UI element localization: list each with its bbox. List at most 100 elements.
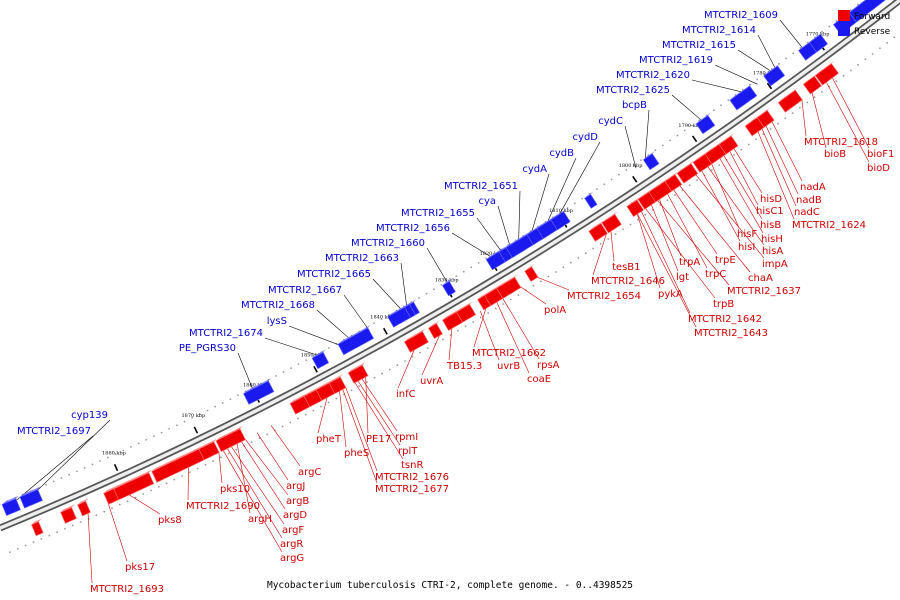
gene-label-mtctri2-1618[interactable]: MTCTRI2_1618 [804,137,878,148]
gene-label-cyda[interactable]: cydA [522,164,547,175]
gene-label-uvrb[interactable]: uvrB [497,361,520,372]
gene-label-argb[interactable]: argB [286,496,309,507]
gene-label-bcpb[interactable]: bcpB [622,100,647,111]
gene-label-pe17[interactable]: PE17 [366,434,391,445]
gene-label-mtctri2-1614[interactable]: MTCTRI2_1614 [682,25,756,36]
gene-label-argh[interactable]: argH [248,514,272,525]
forward-feature-block [456,303,477,323]
gene-label-pe-pgrs30[interactable]: PE_PGRS30 [179,343,236,354]
track-dot [502,303,505,305]
track-dot [879,47,881,50]
gene-label-biof1[interactable]: bioF1 [867,149,894,160]
track-dot [433,288,435,291]
gene-label-mtctri2-1656[interactable]: MTCTRI2_1656 [376,223,450,234]
gene-label-mtctri2-1668[interactable]: MTCTRI2_1668 [241,300,315,311]
track-dot [282,371,285,373]
gene-label-tesb1[interactable]: tesB1 [612,262,641,273]
gene-label-mtctri2-1624[interactable]: MTCTRI2_1624 [792,220,866,231]
gene-label-rpmi[interactable]: rpmI [395,432,418,443]
gene-label-mtctri2-1693[interactable]: MTCTRI2_1693 [90,584,164,595]
gene-label-mtctri2-1662[interactable]: MTCTRI2_1662 [472,348,546,359]
gene-label-mtctri2-1642[interactable]: MTCTRI2_1642 [688,314,762,325]
gene-label-cydb[interactable]: cydB [549,148,574,159]
gene-label-lgt[interactable]: lgt [676,272,689,283]
gene-label-biod[interactable]: bioD [867,163,890,174]
gene-label-mtctri2-1697[interactable]: MTCTRI2_1697 [17,426,91,437]
gene-label-mtctri2-1651[interactable]: MTCTRI2_1651 [444,181,518,192]
gene-label-hisa[interactable]: hisA [762,246,783,257]
leader-line [556,141,601,220]
gene-label-nadc[interactable]: nadC [794,207,820,218]
gene-label-mtctri2-1654[interactable]: MTCTRI2_1654 [567,291,641,302]
gene-label-mtctri2-1655[interactable]: MTCTRI2_1655 [401,208,475,219]
gene-label-mtctri2-1643[interactable]: MTCTRI2_1643 [694,328,768,339]
gene-label-mtctri2-1674[interactable]: MTCTRI2_1674 [189,328,263,339]
tick-label: 1820 kbp [480,251,504,257]
gene-label-mtctri2-1637[interactable]: MTCTRI2_1637 [727,286,801,297]
gene-label-rplt[interactable]: rplT [398,446,418,457]
gene-label-mtctri2-1663[interactable]: MTCTRI2_1663 [325,253,399,264]
gene-label-mtctri2-1646[interactable]: MTCTRI2_1646 [591,276,665,287]
gene-label-trpc[interactable]: trpC [705,269,726,280]
gene-label-tsnr[interactable]: tsnR [401,460,423,471]
gene-label-mtctri2-1665[interactable]: MTCTRI2_1665 [297,269,371,280]
gene-label-mtctri2-1667[interactable]: MTCTRI2_1667 [268,285,342,296]
gene-label-infc[interactable]: infC [396,389,416,400]
gene-label-hisb[interactable]: hisB [760,220,781,231]
gene-label-hisd[interactable]: hisD [760,194,782,205]
gene-label-hisf[interactable]: hisF [737,229,757,240]
gene-label-mtctri2-1677[interactable]: MTCTRI2_1677 [375,484,449,495]
track-dot [547,275,550,278]
gene-label-mtctri2-1690[interactable]: MTCTRI2_1690 [186,501,260,512]
forward-feature-block-face [442,309,460,321]
gene-label-pks8[interactable]: pks8 [158,515,182,526]
gene-label-trpa[interactable]: trpA [679,257,700,268]
gene-label-hish[interactable]: hisH [761,234,783,245]
forward-feature-block [524,266,539,282]
track-dot [573,202,576,205]
gene-label-impa[interactable]: impA [762,259,788,270]
gene-label-mtctri2-1615[interactable]: MTCTRI2_1615 [662,40,736,51]
gene-label-pks17[interactable]: pks17 [125,562,155,573]
gene-label-argg[interactable]: argG [280,553,304,564]
gene-label-coae[interactable]: coaE [527,374,551,385]
gene-label-trpe[interactable]: trpE [715,255,736,266]
gene-label-argj[interactable]: argJ [286,481,305,492]
gene-label-phes[interactable]: pheS [344,448,369,459]
gene-label-argf[interactable]: argF [282,525,304,536]
gene-label-mtctri2-1625[interactable]: MTCTRI2_1625 [596,85,670,96]
gene-label-phet[interactable]: pheT [316,434,342,445]
track-dot [281,425,284,428]
gene-label-hisc1[interactable]: hisC1 [756,206,784,217]
gene-label-lyss[interactable]: lysS [267,316,287,327]
gene-label-argd[interactable]: argD [283,510,307,521]
gene-label-pyka[interactable]: pykA [658,289,683,300]
gene-label-mtctri2-1619[interactable]: MTCTRI2_1619 [639,55,713,66]
gene-label-pola[interactable]: polA [544,305,566,316]
track-dot [755,138,757,141]
reverse-feature-block-face [643,150,656,160]
gene-label-uvra[interactable]: uvrA [420,376,443,387]
gene-label-mtctri2-1660[interactable]: MTCTRI2_1660 [351,238,425,249]
gene-label-mtctri2-1620[interactable]: MTCTRI2_1620 [616,70,690,81]
forward-feature-block [428,323,443,340]
gene-label-nadb[interactable]: nadB [796,195,822,206]
gene-label-chaa[interactable]: chaA [748,273,773,284]
gene-label-cyp139[interactable]: cyp139 [71,410,108,421]
gene-label-cydd[interactable]: cydD [573,132,599,143]
gene-label-biob[interactable]: bioB [824,149,846,160]
gene-label-trpb[interactable]: trpB [713,299,734,310]
track-dot [32,541,35,544]
gene-label-cydc[interactable]: cydC [598,116,623,127]
gene-label-mtctri2-1609[interactable]: MTCTRI2_1609 [704,10,778,21]
gene-label-nada[interactable]: nadA [800,182,826,193]
gene-label-argc[interactable]: argC [298,467,321,478]
gene-label-rpsa[interactable]: rpsA [537,360,560,371]
gene-label-argr[interactable]: argR [280,539,303,550]
genome-backbone [0,0,900,532]
gene-label-hisi[interactable]: hisI [738,242,755,253]
gene-label-pks10[interactable]: pks10 [220,484,250,495]
gene-label-tb15-3[interactable]: TB15.3 [446,361,482,372]
gene-label-cya[interactable]: cya [478,196,496,207]
gene-label-mtctri2-1676[interactable]: MTCTRI2_1676 [375,472,449,483]
